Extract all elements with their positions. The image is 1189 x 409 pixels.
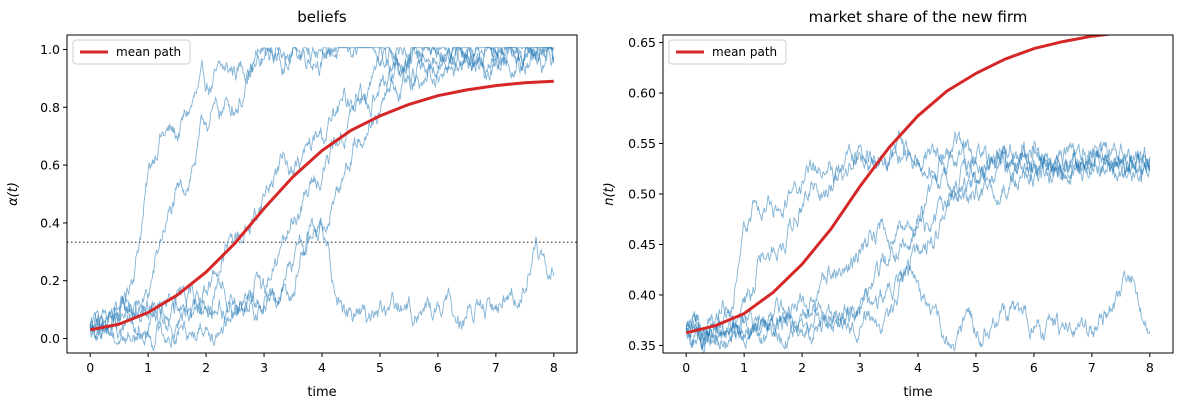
beliefs-xtick-label: 2 [202, 360, 210, 375]
market-share-ytick-label: 0.55 [628, 136, 656, 151]
market-share-ytick-label: 0.45 [628, 237, 656, 252]
market-share-xtick-label: 8 [1146, 360, 1154, 375]
beliefs-ylabel: α(t) [6, 182, 21, 206]
market-share-xtick-label: 2 [798, 360, 806, 375]
beliefs-ytick-label: 0.4 [40, 215, 60, 230]
beliefs-xtick-label: 3 [260, 360, 268, 375]
beliefs-xtick-label: 4 [318, 360, 326, 375]
beliefs-sample-path-6 [89, 217, 555, 352]
beliefs-sample-path-5 [89, 46, 555, 340]
market-share-xtick-label: 1 [740, 360, 748, 375]
beliefs-ytick-label: 0.6 [40, 158, 60, 173]
market-share-panel: market share of the new firm time n(t) 0… [602, 8, 1174, 400]
beliefs-ytick-label: 0.2 [40, 273, 60, 288]
market-share-sample-path-6 [685, 264, 1151, 352]
beliefs-xtick-label: 5 [376, 360, 384, 375]
market-share-xtick-label: 7 [1088, 360, 1096, 375]
beliefs-sample-path-2 [89, 45, 555, 342]
market-share-legend-label: mean path [712, 45, 777, 59]
market-share-sample-path-2 [685, 131, 1151, 350]
beliefs-xtick-label: 8 [550, 360, 558, 375]
beliefs-panel: beliefs time α(t) 0 1 2 3 4 5 6 7 8 0.0 0.2 0.4 0.6 0… [6, 8, 578, 400]
market-share-xtick-label: 3 [856, 360, 864, 375]
market-share-ytick-label: 0.40 [628, 287, 656, 302]
market-share-ytick-label: 0.35 [628, 338, 656, 353]
market-share-plot-area [685, 35, 1151, 353]
market-share-xlabel: time [903, 385, 932, 400]
beliefs-xlabel: time [307, 385, 336, 400]
beliefs-xtick-label: 6 [434, 360, 442, 375]
market-share-xtick-label: 6 [1030, 360, 1038, 375]
beliefs-ytick-label: 0.8 [40, 100, 60, 115]
market-share-sample-path-5 [685, 144, 1151, 350]
market-share-xtick-label: 4 [914, 360, 922, 375]
beliefs-sample-path-4 [89, 46, 554, 340]
beliefs-mean-path-line [89, 79, 554, 332]
market-share-xtick-label: 5 [972, 360, 980, 375]
market-share-ytick-label: 0.50 [628, 187, 656, 202]
market-share-ylabel: n(t) [602, 182, 617, 205]
market-share-title: market share of the new firm [809, 8, 1028, 26]
market-share-sample-path-4 [685, 143, 1151, 343]
market-share-ytick-label: 0.60 [628, 86, 656, 101]
beliefs-plot-area [67, 45, 577, 352]
market-share-legend-box [668, 39, 787, 65]
beliefs-legend-label: mean path [116, 45, 181, 59]
market-share-axes-frame [662, 34, 1174, 354]
market-share-ytick-label: 0.65 [628, 35, 656, 50]
market-share-xtick-label: 0 [682, 360, 690, 375]
beliefs-xtick-label: 1 [144, 360, 152, 375]
beliefs-xtick-label: 7 [492, 360, 500, 375]
market-share-mean-path-line [685, 35, 1115, 335]
beliefs-xtick-label: 0 [86, 360, 94, 375]
beliefs-ytick-label: 1.0 [40, 42, 60, 57]
beliefs-sample-path-3 [89, 46, 555, 346]
beliefs-title: beliefs [297, 8, 347, 26]
beliefs-ytick-label: 0.0 [40, 331, 60, 346]
beliefs-sample-path-1 [89, 46, 555, 340]
beliefs-legend-box [72, 39, 191, 65]
